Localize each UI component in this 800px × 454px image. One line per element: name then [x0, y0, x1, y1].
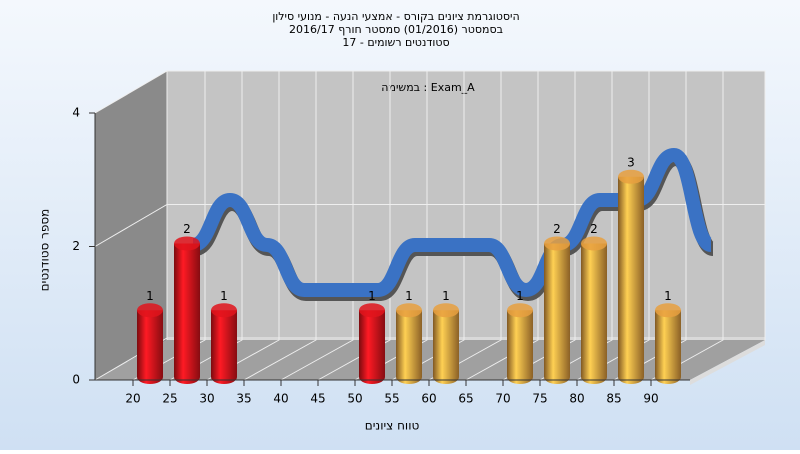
- x-tick-label: 60: [421, 392, 436, 406]
- bar: [211, 310, 237, 377]
- chart-title: היסטוגרמת ציונים בקורס - אמצעי הנעה - מנ…: [272, 10, 519, 23]
- x-tick-label: 75: [532, 392, 547, 406]
- data-label: 1: [664, 289, 672, 303]
- x-tick-label: 90: [643, 392, 658, 406]
- bar-top: [507, 303, 533, 318]
- x-tick-label: 80: [569, 392, 584, 406]
- x-tick-label: 40: [273, 392, 288, 406]
- data-label: 1: [220, 289, 228, 303]
- x-tick-label: 25: [162, 392, 177, 406]
- bar: [507, 310, 533, 377]
- x-tick-label: 85: [606, 392, 621, 406]
- grid-line: [243, 71, 317, 381]
- chart-subtitle: בסמסטר (01/2016) סמסטר חורף 2016/17: [289, 23, 503, 36]
- grid-line: [94, 204, 765, 247]
- data-label: 1: [368, 289, 376, 303]
- bar-top: [544, 236, 570, 251]
- annotation: במשימה : Exam_A: [381, 81, 475, 94]
- data-label: 2: [590, 222, 598, 236]
- y-axis-label: מספר סטודנטים: [38, 209, 52, 292]
- bar: [433, 310, 459, 377]
- bar: [174, 243, 200, 377]
- bar: [581, 243, 607, 377]
- x-tick-label: 55: [384, 392, 399, 406]
- data-label: 2: [183, 222, 191, 236]
- x-tick-label: 65: [458, 392, 473, 406]
- bar-top: [655, 303, 681, 318]
- y-tick-label: 4: [72, 106, 80, 120]
- bar-top: [618, 169, 644, 184]
- data-label: 2: [553, 222, 561, 236]
- data-label: 1: [442, 289, 450, 303]
- bar-layer: 1 2 1 1 1 1 1 2 2 3 1: [137, 155, 681, 384]
- bar-top: [137, 303, 163, 318]
- x-tick-label: 20: [125, 392, 140, 406]
- grid-line: [94, 70, 765, 114]
- bar: [359, 310, 385, 377]
- x-tick-label: 45: [310, 392, 325, 406]
- y-tick-label: 0: [72, 373, 80, 387]
- back-wall: [166, 70, 766, 341]
- x-tick-label: 50: [347, 392, 362, 406]
- data-label: 3: [627, 155, 635, 169]
- bar-top: [581, 236, 607, 251]
- bar-top: [433, 303, 459, 318]
- x-tick-label: 35: [236, 392, 251, 406]
- bar-top: [359, 303, 385, 318]
- bar: [396, 310, 422, 377]
- grid-line: [465, 71, 539, 381]
- data-label: 1: [146, 289, 154, 303]
- floor-edge: [690, 340, 765, 385]
- x-tick-label: 30: [199, 392, 214, 406]
- grid-line: [280, 71, 354, 381]
- bar: [544, 243, 570, 377]
- y-tick-label: 2: [72, 239, 80, 253]
- bar: [655, 310, 681, 377]
- data-label: 1: [516, 289, 524, 303]
- bar-top: [396, 303, 422, 318]
- x-axis-label: טווח ציונים: [365, 419, 420, 433]
- bar: [137, 310, 163, 377]
- bar: [618, 176, 644, 377]
- grid-line: [317, 71, 391, 381]
- data-label: 1: [405, 289, 413, 303]
- x-tick-label: 70: [495, 392, 510, 406]
- chart-subtitle: סטודנטים רשומים - 17: [342, 36, 449, 49]
- bar-top: [211, 303, 237, 318]
- bar-top: [174, 236, 200, 251]
